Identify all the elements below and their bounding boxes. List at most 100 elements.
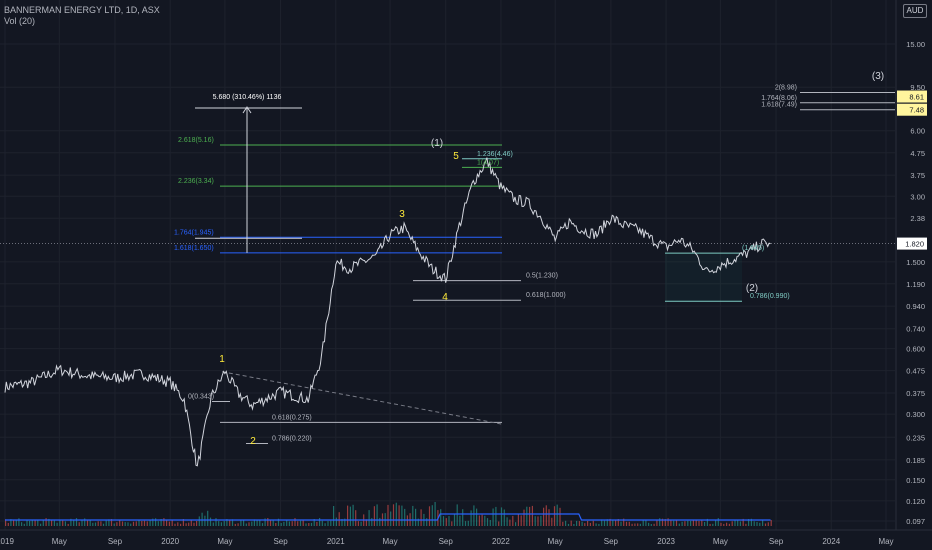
volume-bar (656, 519, 658, 526)
volume-bar (349, 506, 351, 526)
fib-label-0786: 0.786(0.990) (750, 293, 790, 300)
volume-bar (78, 522, 80, 526)
volume-bar (390, 511, 392, 526)
volume-bar (500, 507, 503, 526)
volume-bar (770, 520, 772, 526)
volume-bar (523, 509, 525, 526)
volume-bar (53, 520, 55, 526)
retracement-box (665, 253, 742, 302)
volume-bar (648, 522, 650, 526)
price-tick-label: 1.500 (906, 258, 925, 267)
price-tick-label: 4.75 (910, 149, 925, 158)
volume-bar (625, 521, 628, 526)
volume-bar (412, 505, 414, 526)
volume-bar (675, 520, 678, 526)
volume-bar (709, 523, 711, 526)
volume-bar (601, 519, 603, 526)
volume-bar (316, 522, 318, 526)
volume-bar (335, 517, 337, 526)
volume-bar (310, 522, 313, 526)
volume-bar (606, 519, 608, 526)
volume-bar (595, 523, 597, 526)
volume-bar (634, 523, 636, 526)
volume-bar (34, 519, 36, 526)
volume-bar (231, 519, 234, 526)
volume-bar (237, 523, 239, 526)
fib-label-1618: 1.618(1.650) (174, 245, 214, 252)
volume-bar (319, 518, 321, 526)
volume-bar (324, 523, 326, 526)
volume-bar (637, 523, 639, 526)
wave-label-intermediate: (1) (431, 138, 443, 149)
price-axis[interactable]: 15.00 9.50 6.00 4.75 3.75 3.00 2.38 1.500 1.190 0… (897, 40, 927, 526)
wave-label-4: 4 (442, 292, 448, 303)
volume-bar (540, 515, 542, 526)
volume-bar (23, 523, 25, 526)
volume-bar (684, 521, 686, 526)
symbol-title: BANNERMAN ENERGY LTD, 1D, ASX (4, 5, 160, 15)
volume-bar (143, 520, 146, 526)
volume-bar (299, 520, 302, 526)
volume-bar (243, 519, 245, 526)
target-label-2: 2(8.98) (775, 85, 797, 92)
volume-bar (464, 521, 467, 526)
volume-bar (617, 519, 619, 526)
volume-bar (462, 509, 464, 526)
volume-bar (739, 521, 741, 526)
fib-label-1: 1(4.07) (477, 159, 499, 166)
volume-bar (163, 518, 165, 526)
volume-bar (545, 505, 547, 526)
volume-bar (10, 519, 12, 526)
currency-badge[interactable]: AUD (903, 4, 927, 18)
volume-bar (291, 521, 293, 526)
volume-bar (406, 515, 408, 526)
volume-bar (473, 505, 475, 526)
volume-bar (565, 520, 567, 526)
volume-bar (570, 520, 572, 526)
volume-bar (489, 520, 491, 526)
volume-bar (551, 517, 553, 526)
volume-bar (498, 521, 500, 526)
volume-bar (313, 519, 315, 526)
price-tick-label: 1.190 (906, 280, 925, 289)
price-tick-label: 0.740 (906, 325, 925, 334)
volume-bar (762, 520, 764, 526)
volume-bars (5, 502, 772, 526)
volume-bar (620, 521, 622, 526)
volume-bar (767, 522, 769, 526)
volume-bar (42, 519, 44, 526)
volume-bar (670, 519, 672, 526)
chart-grid (0, 0, 932, 531)
fib-label-2618: 2.618(5.16) (178, 137, 214, 144)
volume-bar (102, 523, 105, 526)
volume-bar (659, 518, 661, 526)
target-label-1764: 1.764(8.06) (761, 95, 797, 102)
volume-bar (442, 516, 445, 526)
time-axis[interactable]: 2019 May Sep 2020 May Sep 2021 May Sep 2022 May Sep… (0, 537, 894, 546)
volume-bar (338, 512, 340, 526)
price-tick-label: 0.300 (906, 410, 925, 419)
volume-bar (70, 518, 72, 526)
volume-bar (275, 523, 277, 526)
volume-bar (127, 522, 129, 526)
price-tick-label: 3.75 (910, 171, 925, 180)
volume-bar (612, 520, 614, 526)
volume-bar (371, 518, 373, 526)
volume-bar (124, 522, 126, 526)
volume-bar (105, 520, 107, 526)
volume-bar (742, 518, 744, 526)
volume-bar (428, 506, 431, 526)
volume-bar (734, 520, 736, 526)
volume-bar (251, 521, 253, 526)
volume-bar (562, 521, 564, 526)
volume-bar (365, 519, 367, 526)
volume-bar (212, 522, 214, 526)
volume-bar (587, 521, 589, 526)
volume-bar (692, 520, 694, 526)
volume-bar (368, 510, 370, 526)
volume-bar (59, 520, 61, 526)
wave-label-3: 3 (399, 209, 405, 220)
volume-bar (229, 519, 231, 526)
volume-bar (376, 504, 378, 526)
